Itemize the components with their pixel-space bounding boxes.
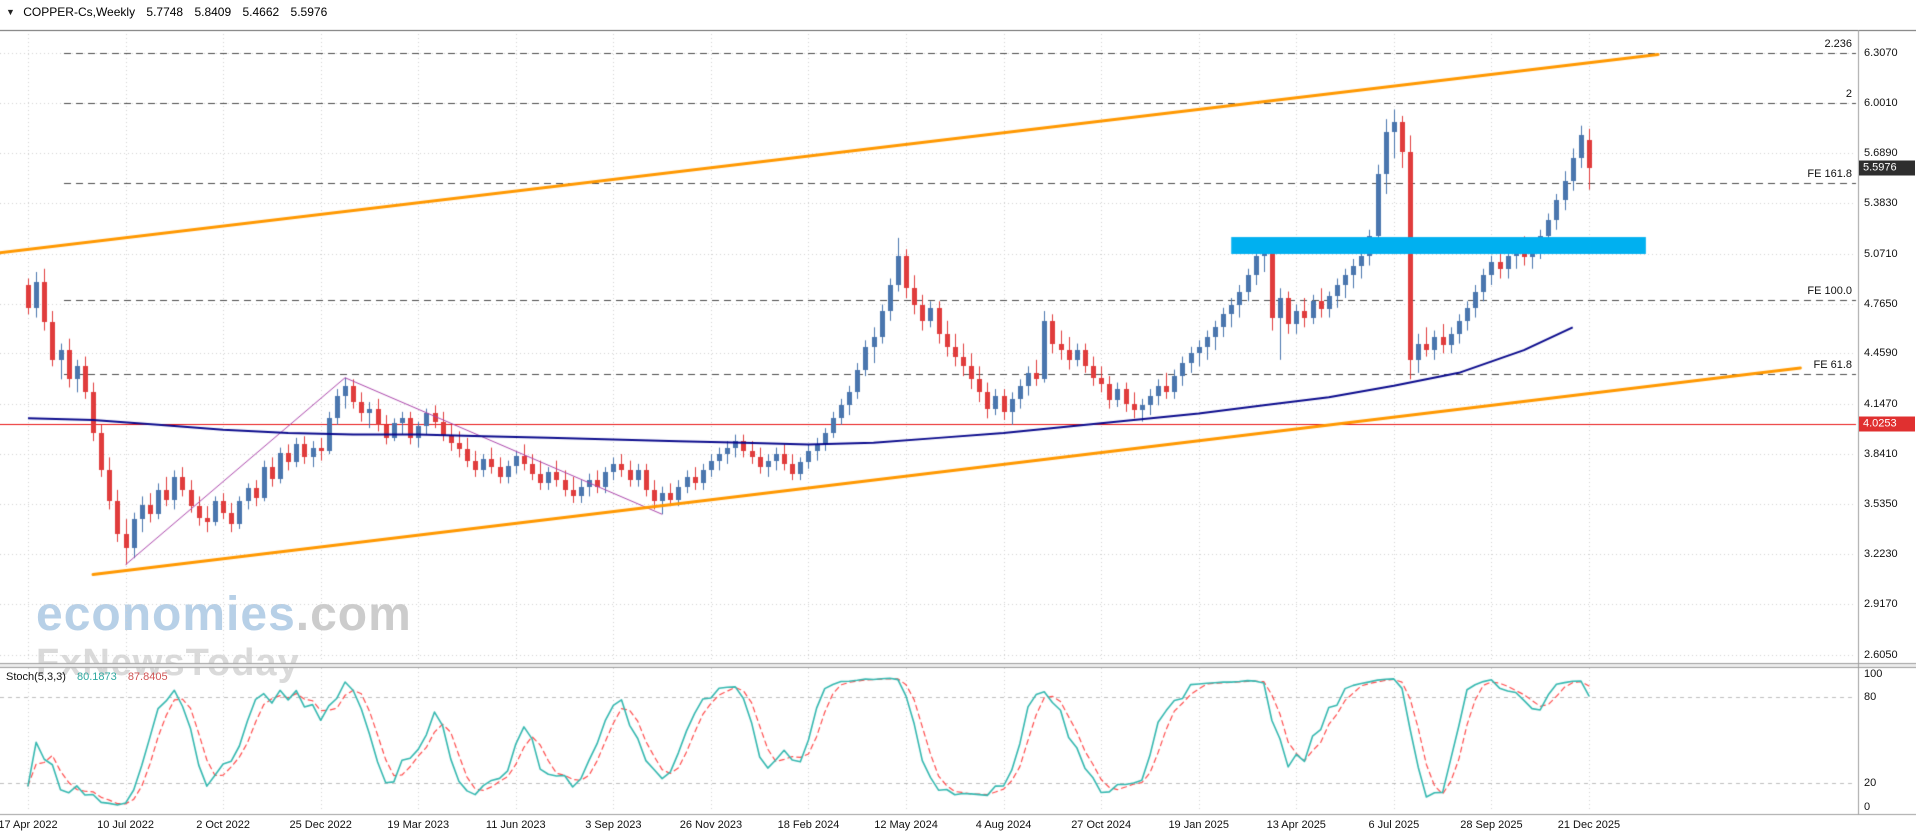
price-tick-label: 4.1470 [1864,398,1898,411]
date-tick-label: 13 Apr 2025 [1266,819,1326,831]
fib-level-label: 2.236 [1824,38,1852,50]
price-tick-label: 5.6890 [1864,147,1898,160]
indicator-name-label: Stoch(5,3,3) [6,671,66,683]
date-tick-label: 19 Jan 2025 [1168,819,1229,831]
price-tick-label: 3.5350 [1864,497,1898,510]
chart-title-bar: ▼ COPPER-Cs,Weekly 5.7748 5.8409 5.4662 … [6,5,327,19]
date-tick-label: 27 Oct 2024 [1071,819,1132,831]
indicator-tick-label: 20 [1864,777,1877,790]
price-line-badge: 4.0253 [1859,416,1915,432]
indicator-d-value: 87.8405 [127,671,168,683]
ohlc-open-value: 5.7748 [146,5,184,19]
date-tick-label: 11 Jun 2023 [485,819,546,831]
date-tick-label: 26 Nov 2023 [679,819,743,831]
indicator-title-bar: Stoch(5,3,3) 80.1873 87.8405 [6,671,168,683]
price-tick-label: 6.3070 [1864,47,1898,59]
date-tick-label: 10 Jul 2022 [97,819,154,831]
indicator-k-value: 80.1873 [76,671,117,683]
date-tick-label: 18 Feb 2024 [777,819,840,831]
price-tick-label: 5.3830 [1864,197,1898,210]
chart-menu-icon[interactable]: ▼ [6,7,15,17]
date-tick-label: 12 May 2024 [874,819,938,831]
date-tick-label: 6 Jul 2025 [1368,819,1420,831]
date-tick-label: 28 Sep 2025 [1460,819,1523,831]
indicator-tick-label: 80 [1864,690,1877,703]
fib-level-label: FE 161.8 [1807,167,1852,180]
fib-level-label: 2 [1845,87,1852,100]
date-tick-label: 2 Oct 2022 [196,819,251,831]
ohlc-low-value: 5.4662 [242,5,280,19]
ohlc-close-value: 5.5976 [290,5,328,19]
price-tick-label: 5.0710 [1864,247,1898,260]
date-tick-label: 17 Apr 2022 [0,819,58,831]
price-tick-label: 4.4590 [1864,347,1898,360]
ohlc-high-value: 5.8409 [194,5,232,19]
price-tick-label: 3.8410 [1864,447,1898,460]
time-scale[interactable] [0,814,1916,840]
date-tick-label: 3 Sep 2023 [585,819,642,831]
date-tick-label: 19 Mar 2023 [387,819,450,831]
price-scale[interactable] [1858,30,1916,814]
fib-level-label: FE 61.8 [1813,359,1852,372]
date-tick-label: 21 Dec 2025 [1557,819,1621,831]
price-tick-label: 4.7650 [1864,297,1898,310]
price-tick-label: 2.6050 [1864,648,1898,661]
indicator-tick-label: 100 [1864,668,1883,680]
pane-splitter[interactable] [0,663,1916,668]
current-price-badge: 5.5976 [1859,160,1915,176]
price-tick-label: 2.9170 [1864,598,1898,611]
date-tick-label: 25 Dec 2022 [289,819,352,831]
fib-level-label: FE 100.0 [1807,285,1852,298]
price-tick-label: 6.0010 [1864,96,1898,109]
date-tick-label: 4 Aug 2024 [975,819,1032,831]
indicator-tick-label: 0 [1864,801,1871,813]
price-tick-label: 3.2230 [1864,548,1898,561]
symbol-timeframe-label: COPPER-Cs,Weekly [23,5,136,19]
